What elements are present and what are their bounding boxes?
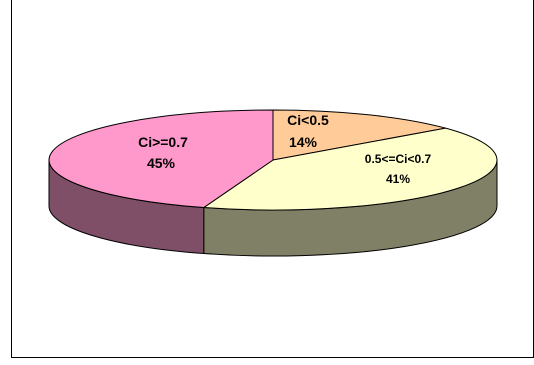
pie-slice-ci-lt-0-5	[272, 109, 446, 161]
slice-percent-ci-mid: 41%	[386, 172, 410, 186]
slice-label-ci-ge-0-7: Ci>=0.7	[138, 134, 188, 150]
slice-label-ci-mid: 0.5<=Ci<0.7	[365, 152, 432, 166]
frame-bottom-edge	[11, 357, 534, 358]
pie-tops	[48, 109, 498, 211]
slice-label-ci-lt-0-5: Ci<0.5	[287, 112, 329, 128]
pie-slice-ci-mid	[202, 127, 498, 211]
slice-percent-ci-ge-0-7: 45%	[147, 155, 176, 171]
frame-left-edge	[11, 0, 12, 358]
pie-labels: Ci<0.5 14% 0.5<=Ci<0.7 41% Ci>=0.7 45%	[138, 112, 431, 186]
slice-percent-ci-lt-0-5: 14%	[289, 134, 318, 150]
pie-slice-ci-ge-0-7	[48, 109, 274, 209]
